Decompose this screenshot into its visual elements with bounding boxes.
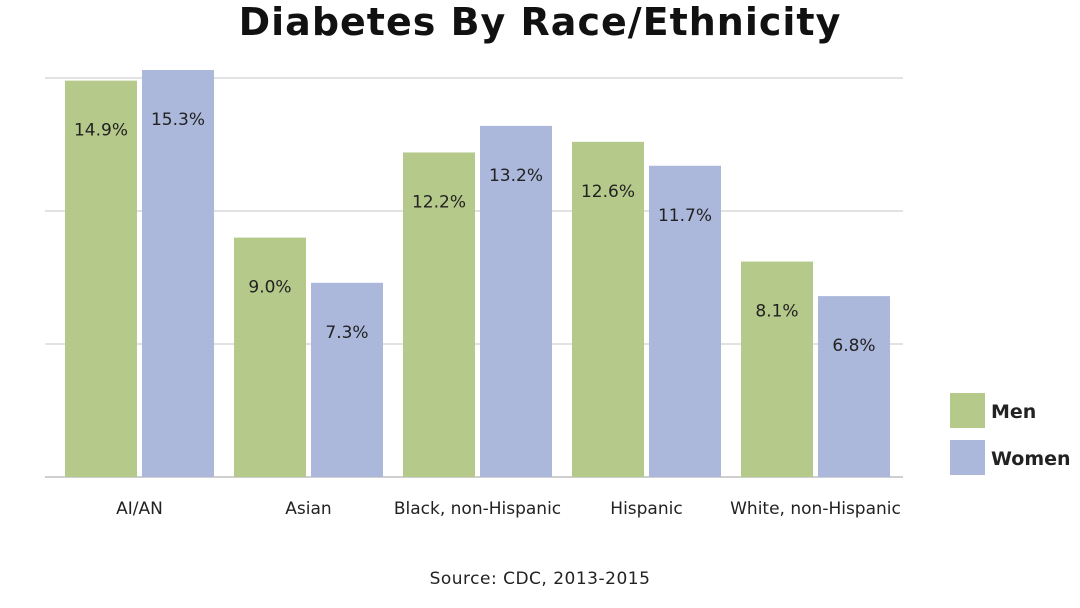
x-tick-label-0: AI/AN <box>116 499 163 519</box>
legend-label-women: Women <box>991 448 1071 470</box>
data-label-men-1: 9.0% <box>248 278 291 298</box>
bar-men-0 <box>65 80 137 477</box>
data-label-men-4: 8.1% <box>755 302 798 322</box>
data-label-men-3: 12.6% <box>581 182 635 202</box>
bar-women-4 <box>818 296 890 477</box>
bar-men-2 <box>403 152 475 477</box>
legend-label-men: Men <box>991 401 1036 423</box>
x-tick-label-4: White, non-Hispanic <box>730 499 901 519</box>
data-label-women-1: 7.3% <box>325 323 368 343</box>
bar-women-2 <box>480 125 552 478</box>
data-label-men-2: 12.2% <box>412 192 466 212</box>
legend-swatch-women <box>950 440 985 475</box>
legend-swatch-men <box>950 393 985 428</box>
data-label-women-4: 6.8% <box>832 336 875 356</box>
source-note: Source: CDC, 2013-2015 <box>430 569 651 589</box>
data-label-women-2: 13.2% <box>489 166 543 186</box>
data-labels: 14.9% 15.3% 9.0% 7.3% 12.2% 13.2% 12.6% 11.7% 8.… <box>74 110 876 356</box>
legend: Men Women <box>950 393 1071 475</box>
bar-women-0 <box>142 70 214 477</box>
x-axis-ticks: AI/AN Asian Black, non-Hispanic Hispanic Whi… <box>116 499 901 519</box>
x-tick-label-2: Black, non-Hispanic <box>394 499 561 519</box>
x-tick-label-3: Hispanic <box>610 499 682 519</box>
bars <box>65 70 890 478</box>
bar-men-1 <box>234 237 306 477</box>
bar-men-3 <box>572 141 644 477</box>
x-tick-label-1: Asian <box>285 499 331 519</box>
bar-women-3 <box>649 165 721 477</box>
data-label-women-0: 15.3% <box>151 110 205 130</box>
bar-women-1 <box>311 282 383 477</box>
chart-title: Diabetes By Race/Ethnicity <box>239 0 842 44</box>
bar-men-4 <box>741 261 813 477</box>
data-label-women-3: 11.7% <box>658 206 712 226</box>
data-label-men-0: 14.9% <box>74 121 128 141</box>
